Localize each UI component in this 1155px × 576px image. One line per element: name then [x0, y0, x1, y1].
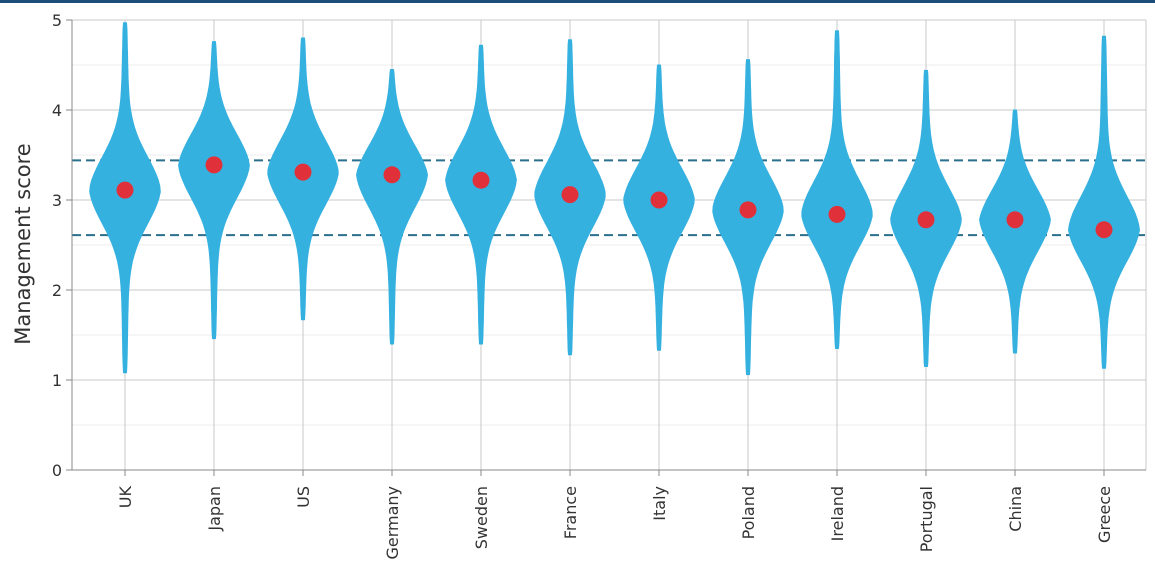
y-tick-label: 2 [52, 281, 62, 300]
x-tick-label: France [561, 486, 580, 539]
violin-sweden [445, 44, 517, 345]
mean-dot-china [1006, 211, 1024, 229]
violin-china [979, 109, 1051, 354]
violin-ireland [801, 30, 873, 349]
mean-dot-poland [739, 201, 757, 219]
x-tick-label: US [294, 486, 313, 508]
x-tick-label: Greece [1095, 486, 1114, 543]
mean-dot-uk [116, 181, 134, 199]
y-axis-label: Management score [11, 143, 35, 344]
mean-dot-italy [650, 191, 668, 209]
top-border [0, 0, 1155, 3]
mean-dot-ireland [828, 205, 846, 223]
y-tick-label: 1 [52, 371, 62, 390]
x-tick-label: Ireland [828, 486, 847, 541]
x-tick-label: China [1006, 486, 1025, 532]
x-tick-label: Japan [205, 486, 224, 532]
x-tick-label: Sweden [472, 486, 491, 549]
x-tick-label: Portugal [917, 486, 936, 552]
y-tick-label: 3 [52, 191, 62, 210]
y-tick-label: 0 [52, 461, 62, 480]
mean-dot-france [561, 186, 579, 204]
x-tick-label: Germany [383, 486, 402, 560]
y-tick-label: 4 [52, 101, 62, 120]
violin-japan [178, 41, 250, 340]
x-tick-label: Poland [739, 486, 758, 539]
mean-dot-sweden [472, 171, 490, 189]
mean-dot-germany [383, 166, 401, 184]
mean-dot-greece [1095, 221, 1113, 239]
mean-dot-japan [205, 156, 223, 174]
y-tick-label: 5 [52, 11, 62, 30]
mean-dot-portugal [917, 211, 935, 229]
violin-germany [356, 69, 428, 345]
x-tick-label: UK [116, 485, 135, 508]
mean-dot-us [294, 163, 312, 181]
x-tick-label: Italy [650, 486, 669, 521]
violin-greece [1068, 35, 1140, 369]
